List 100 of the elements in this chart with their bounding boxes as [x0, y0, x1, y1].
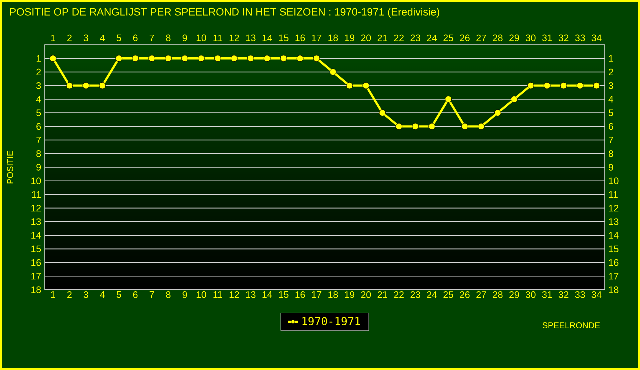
y-tick-label: 13: [32, 218, 42, 226]
x2-tick-label: 33: [575, 34, 586, 42]
x-tick-label: 32: [558, 292, 569, 298]
point: [82, 82, 90, 90]
y-tick-label: 15: [32, 246, 42, 252]
x-tick-label: 21: [378, 292, 388, 298]
x2-tick-label: 3: [84, 34, 88, 42]
x2-tick-label: 32: [558, 34, 569, 42]
y-tick-label: 7: [36, 137, 42, 144]
point: [66, 82, 74, 90]
y2-tick-label: 2: [609, 68, 614, 76]
y-tick-label: 2: [36, 68, 42, 76]
x-tick-label: 19: [345, 292, 355, 298]
point: [362, 82, 370, 90]
y2-tick-label: 8: [608, 150, 614, 158]
y-tick-label: 10: [32, 178, 42, 184]
x2-tick-label: 20: [361, 34, 372, 42]
x-tick-label: 34: [592, 292, 602, 298]
x-tick-label: 13: [246, 292, 256, 298]
x-tick-label: 20: [361, 292, 372, 298]
point: [148, 55, 156, 62]
point: [445, 96, 452, 103]
x-tick-label: 15: [279, 292, 289, 298]
x2-tick-label: 23: [410, 34, 420, 42]
x2-tick-label: 16: [296, 34, 306, 42]
chart-title: POSITIE OP DE RANGLIJST PER SPEELROND IN HET SEIZOEN : 1970-1971 (Eredivisie): [10, 8, 440, 18]
x-tick-label: 16: [296, 292, 306, 298]
x-tick-label: 9: [182, 292, 188, 298]
y-tick-label: 12: [32, 205, 42, 212]
point: [280, 55, 288, 62]
x2-tick-label: 21: [378, 34, 388, 42]
x-tick-label: 22: [394, 292, 404, 298]
point: [116, 55, 123, 62]
point: [313, 55, 320, 62]
x2-tick-label: 7: [150, 34, 154, 42]
point: [50, 55, 57, 62]
y2-tick-label: 11: [609, 191, 618, 198]
x2-tick-label: 26: [460, 34, 470, 42]
y-tick-label: 8: [36, 150, 42, 158]
x2-tick-label: 19: [345, 34, 355, 42]
legend-label: 1970-1971: [302, 317, 360, 326]
x2-tick-label: 14: [262, 34, 272, 42]
x-tick-label: 27: [476, 292, 486, 298]
x-axis-title: SPEELRONDE: [542, 322, 600, 329]
point: [264, 55, 271, 62]
y-tick-label: 4: [36, 96, 42, 103]
y2-tick-label: 3: [608, 82, 614, 90]
point: [396, 123, 403, 130]
x-tick-label: 26: [460, 292, 470, 298]
point: [412, 123, 420, 130]
point: [346, 82, 354, 90]
point: [230, 55, 238, 62]
y-tick-label: 11: [32, 191, 42, 198]
point: [182, 55, 188, 62]
x-tick-label: 12: [230, 292, 240, 298]
x2-tick-label: 24: [427, 34, 438, 42]
x2-tick-label: 34: [592, 34, 602, 42]
x-tick-label: 25: [444, 292, 454, 298]
point: [494, 110, 502, 117]
x2-tick-label: 6: [133, 34, 138, 42]
y2-tick-label: 13: [609, 218, 619, 226]
x2-tick-label: 9: [182, 34, 188, 42]
point: [198, 55, 205, 62]
y2-tick-label: 7: [609, 137, 614, 144]
x2-tick-label: 31: [542, 34, 552, 42]
point: [330, 68, 337, 76]
x-tick-label: 10: [196, 292, 206, 298]
y2-tick-label: 4: [608, 96, 614, 103]
point: [99, 82, 106, 90]
y-tick-label: 9: [36, 164, 42, 171]
x2-tick-label: 17: [312, 34, 322, 42]
x-tick-label: 11: [214, 292, 222, 298]
point: [576, 82, 584, 90]
point: [478, 123, 485, 130]
y2-tick-label: 1: [609, 55, 614, 62]
point: [527, 82, 534, 90]
x2-tick-label: 10: [196, 34, 206, 42]
x-tick-label: 14: [262, 292, 272, 298]
y2-tick-label: 17: [609, 273, 619, 280]
x2-tick-label: 29: [510, 34, 520, 42]
x-tick-label: 6: [133, 292, 138, 298]
x-tick-label: 2: [68, 292, 72, 298]
x2-tick-label: 27: [476, 34, 486, 42]
point: [560, 82, 568, 90]
point: [428, 123, 436, 130]
point: [214, 55, 222, 62]
y-tick-label: 3: [36, 82, 42, 90]
x2-tick-label: 8: [166, 34, 171, 42]
point: [593, 82, 600, 90]
point: [544, 82, 551, 90]
point: [296, 55, 304, 62]
point: [165, 55, 172, 62]
y-tick-label: 6: [36, 123, 42, 130]
y-tick-label: 5: [36, 110, 42, 116]
y2-tick-label: 10: [609, 178, 619, 184]
y2-tick-label: 16: [609, 259, 619, 266]
y-tick-label: 1: [36, 55, 42, 62]
x-tick-label: 31: [542, 292, 552, 298]
x-tick-label: 18: [328, 292, 338, 298]
x2-tick-label: 25: [444, 34, 454, 42]
